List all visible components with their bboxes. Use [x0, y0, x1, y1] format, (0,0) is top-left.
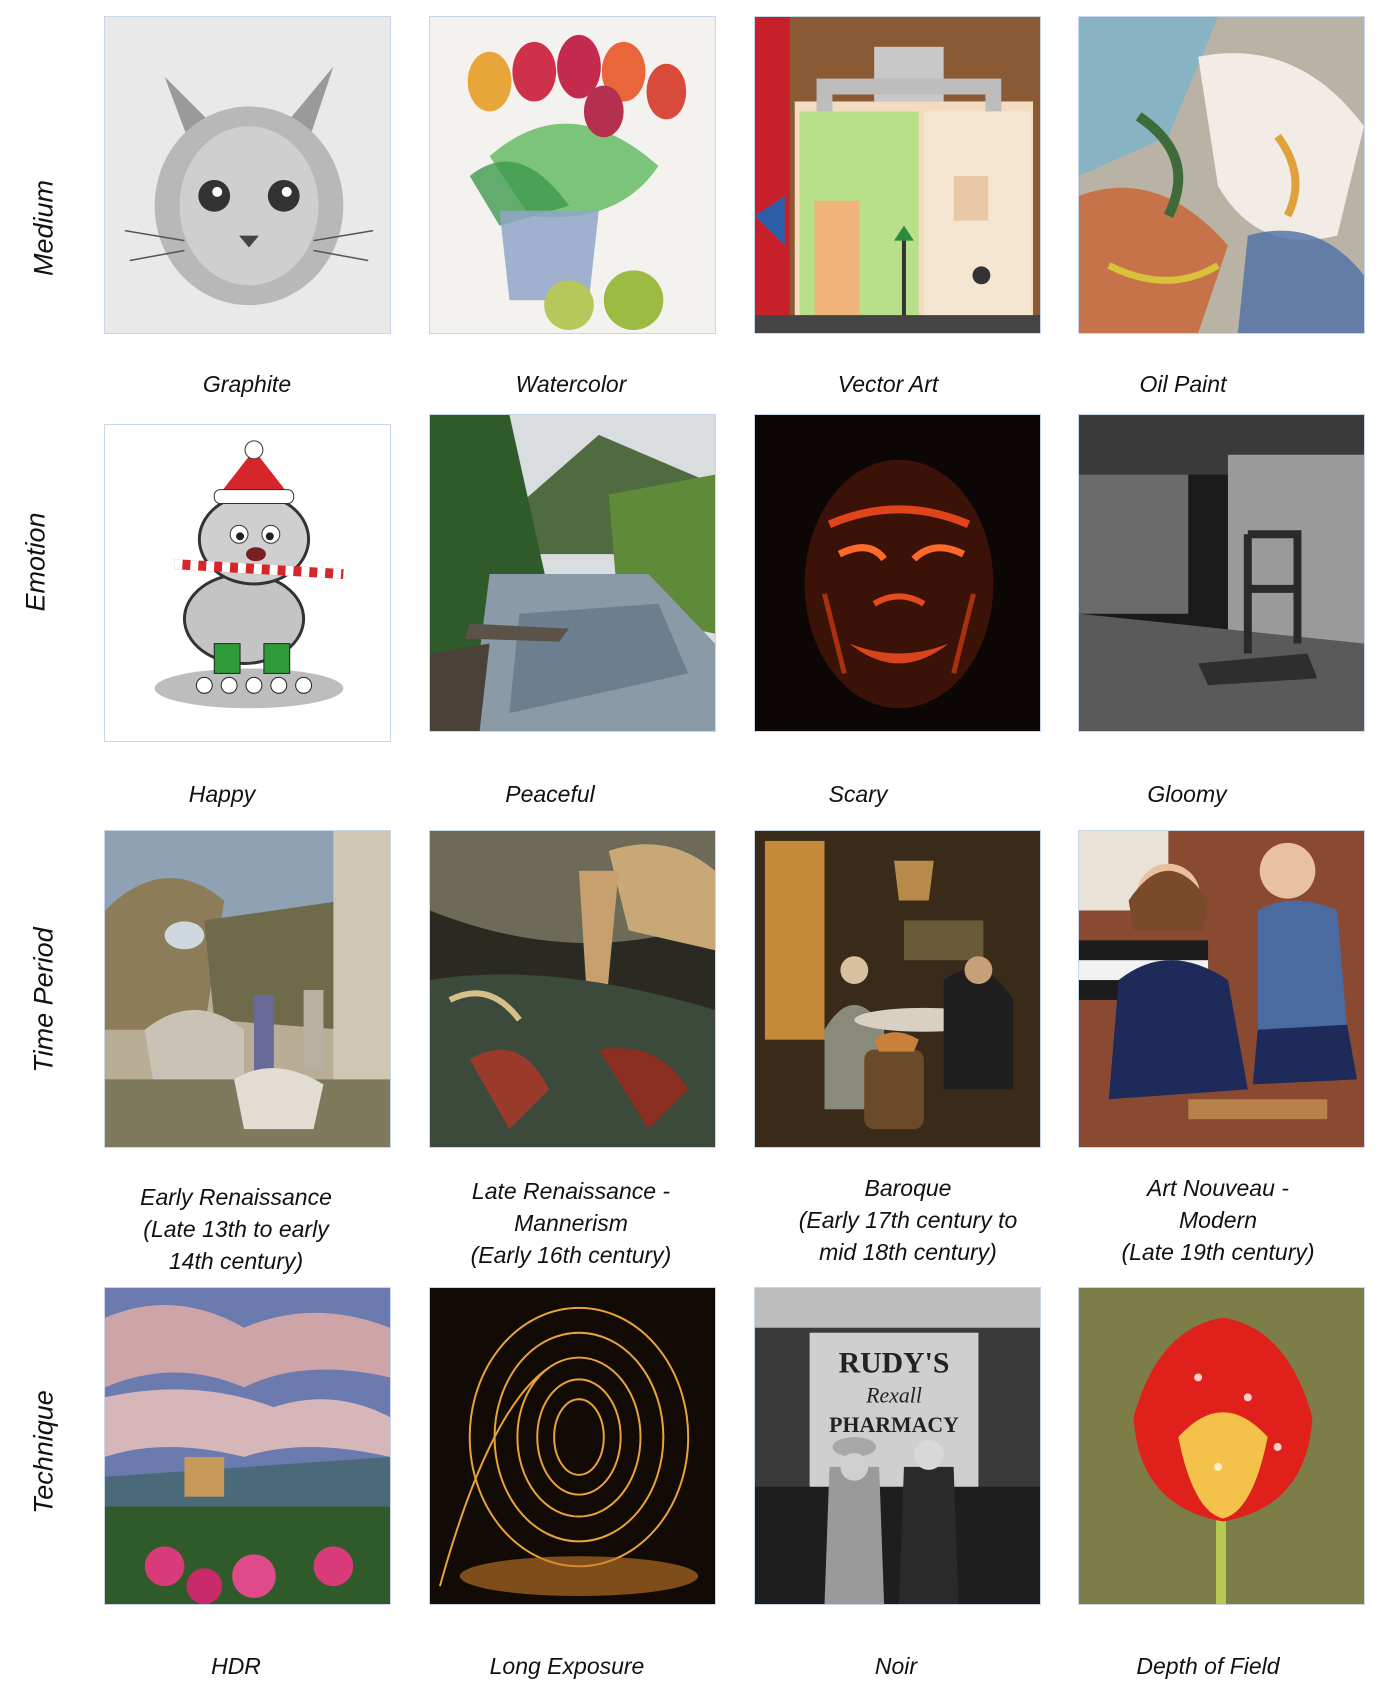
image-peaceful [429, 414, 716, 732]
caption-late-renaissance: Late Renaissance - Mannerism (Early 16th… [470, 1178, 672, 1268]
caption-watercolor: Watercolor [515, 371, 627, 397]
caption-early-renaissance: Early Renaissance (Late 13th to early 14… [140, 1184, 332, 1274]
caption-peaceful: Peaceful [505, 781, 595, 807]
caption-noir: Noir [874, 1653, 918, 1679]
image-gloomy [1078, 414, 1365, 732]
caption-long-exposure: Long Exposure [489, 1653, 645, 1679]
image-depth-of-field [1078, 1287, 1365, 1605]
image-happy [104, 424, 391, 742]
caption-vector-art: Vector Art [837, 371, 939, 397]
image-graphite [104, 16, 391, 334]
image-late-renaissance [429, 830, 716, 1148]
sign-rexall: Rexall [865, 1383, 922, 1407]
caption-gloomy: Gloomy [1147, 781, 1227, 807]
caption-depth-of-field: Depth of Field [1136, 1653, 1280, 1679]
image-hdr [104, 1287, 391, 1605]
row-label-medium: Medium [28, 179, 59, 277]
sign-pharmacy: PHARMACY [829, 1413, 959, 1437]
caption-scary: Scary [828, 781, 888, 807]
image-art-nouveau [1078, 830, 1365, 1148]
caption-hdr: HDR [211, 1653, 261, 1679]
image-watercolor [429, 16, 716, 334]
row-label-time-period: Time Period [28, 927, 59, 1073]
sign-rudys: RUDY'S [839, 1346, 950, 1379]
caption-happy: Happy [188, 781, 256, 807]
image-vector-art [754, 16, 1041, 334]
image-baroque [754, 830, 1041, 1148]
caption-art-nouveau: Art Nouveau - Modern (Late 19th century) [1121, 1175, 1315, 1265]
image-oil-paint [1078, 16, 1365, 334]
row-label-emotion: Emotion [20, 512, 51, 612]
caption-baroque: Baroque (Early 17th century to mid 18th … [798, 1175, 1018, 1265]
caption-graphite: Graphite [202, 371, 292, 397]
image-scary [754, 414, 1041, 732]
row-label-technique: Technique [28, 1390, 59, 1514]
image-noir: RUDY'S Rexall PHARMACY [754, 1287, 1041, 1605]
image-long-exposure [429, 1287, 716, 1605]
caption-oil-paint: Oil Paint [1139, 371, 1227, 397]
image-early-renaissance [104, 830, 391, 1148]
